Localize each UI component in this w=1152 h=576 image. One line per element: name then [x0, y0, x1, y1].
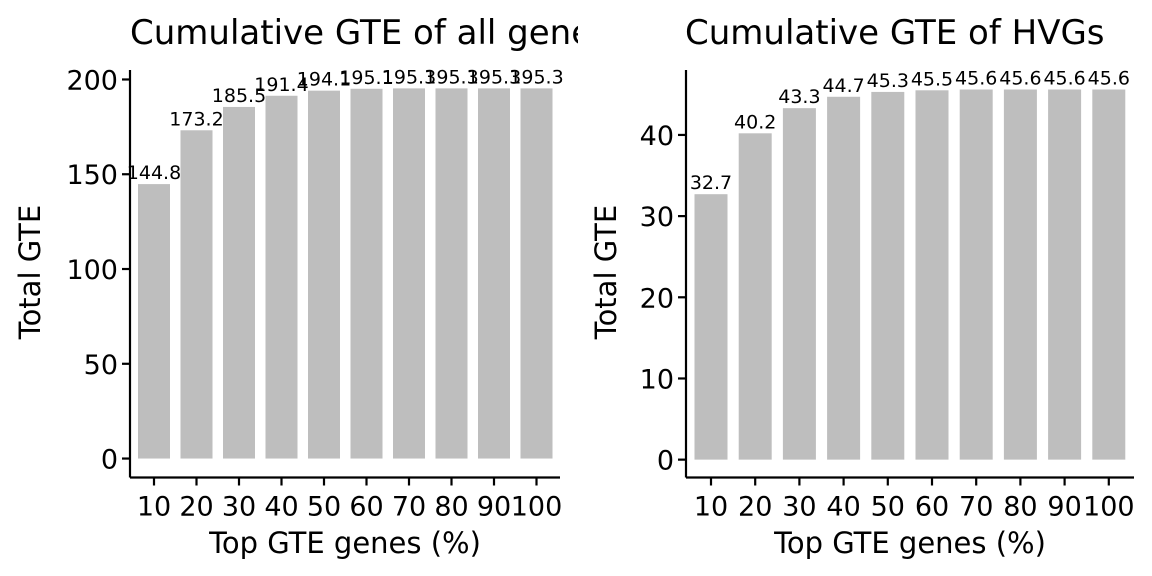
bar-right-60	[915, 90, 949, 460]
y-tick-label-right: 10	[640, 364, 674, 395]
x-tick-label-left: 50	[307, 492, 341, 523]
y-tick-label-left: 50	[84, 350, 118, 381]
data-label-left: 195.3	[509, 66, 563, 88]
x-tick-label-right: 50	[871, 492, 905, 523]
bar-left-100	[520, 88, 553, 459]
chart-title-left: Cumulative GTE of all genes	[130, 13, 610, 53]
bar-right-50	[871, 91, 905, 460]
data-label-left: 195.3	[467, 66, 521, 88]
bar-left-30	[223, 106, 255, 459]
bar-left-90	[478, 88, 510, 459]
data-label-right: 32.7	[690, 172, 732, 194]
data-label-left: 173.2	[169, 108, 223, 130]
y-axis-title-left: Total GTE	[13, 205, 47, 340]
chart-panel-left: Cumulative GTE of all genes 0 50 100 150 200…	[13, 13, 610, 560]
y-tick-label-left: 0	[101, 445, 118, 476]
bar-right-40	[827, 96, 861, 460]
bar-left-10	[138, 184, 170, 459]
data-label-left: 144.8	[127, 162, 181, 184]
x-tick-label-right: 40	[826, 492, 860, 523]
x-tick-label-right: 90	[1047, 492, 1081, 523]
data-label-left: 194.1	[297, 69, 351, 91]
x-axis-title-right: Top GTE genes (%)	[773, 526, 1046, 560]
data-label-right: 45.6	[955, 67, 997, 89]
chart-title-right: Cumulative GTE of HVGs	[685, 13, 1105, 53]
bar-right-70	[959, 89, 993, 460]
plot-area-left: 0 50 100 150 200 144.8 10 173.2 20 185.5 30 191.4 40…	[66, 65, 563, 522]
bar-left-40	[265, 95, 298, 459]
bar-left-80	[435, 88, 468, 459]
plot-area-right: 0 10 20 30 40 32.7 10 40.2 20 43.3 30 44.7 40 45.3 50 4…	[640, 67, 1135, 522]
bar-left-50	[308, 90, 340, 459]
x-tick-label-right: 30	[782, 492, 816, 523]
data-label-left: 195.3	[382, 66, 436, 88]
data-label-right: 45.6	[1088, 67, 1130, 89]
x-tick-label-right: 80	[1003, 492, 1037, 523]
data-label-right: 40.2	[734, 111, 776, 133]
data-label-right: 45.3	[867, 70, 909, 92]
x-axis-title-left: Top GTE genes (%)	[208, 526, 481, 560]
y-tick-label-left: 200	[66, 65, 118, 96]
data-label-right: 45.6	[999, 67, 1041, 89]
y-axis-title-right: Total GTE	[589, 205, 623, 340]
bar-left-20	[180, 130, 213, 459]
x-tick-label-right: 10	[694, 492, 728, 523]
x-tick-label-right: 60	[915, 492, 949, 523]
x-tick-label-left: 40	[264, 492, 298, 523]
x-tick-label-right: 70	[959, 492, 993, 523]
x-tick-label-left: 10	[137, 492, 171, 523]
bar-right-20	[738, 133, 772, 460]
bar-right-100	[1092, 89, 1126, 460]
bar-right-90	[1048, 89, 1082, 460]
x-tick-label-left: 100	[511, 492, 563, 523]
data-label-left: 195.3	[424, 66, 478, 88]
x-tick-label-left: 90	[477, 492, 511, 523]
y-tick-label-right: 20	[640, 283, 674, 314]
bar-left-60	[350, 88, 383, 459]
y-tick-label-right: 30	[640, 202, 674, 233]
x-tick-label-right: 100	[1083, 492, 1135, 523]
data-label-left: 185.5	[212, 85, 266, 107]
chart-panel-right: Cumulative GTE of HVGs 0 10 20 30 40 32.7 10 40…	[589, 13, 1135, 560]
y-tick-label-right: 40	[640, 121, 674, 152]
data-label-left: 195.1	[339, 67, 393, 89]
y-tick-label-left: 100	[66, 255, 118, 286]
bar-right-30	[782, 108, 816, 460]
data-label-right: 43.3	[778, 86, 820, 108]
bar-right-10	[694, 194, 728, 460]
bar-left-70	[393, 88, 425, 459]
data-label-right: 44.7	[822, 75, 864, 97]
y-tick-label-left: 150	[66, 160, 118, 191]
data-label-left: 191.4	[254, 74, 308, 96]
x-tick-label-left: 30	[222, 492, 256, 523]
bar-right-80	[1003, 89, 1037, 460]
x-tick-label-right: 20	[738, 492, 772, 523]
y-tick-label-right: 0	[657, 446, 674, 477]
x-tick-label-left: 80	[434, 492, 468, 523]
x-tick-label-left: 20	[179, 492, 213, 523]
x-tick-label-left: 60	[349, 492, 383, 523]
x-tick-label-left: 70	[392, 492, 426, 523]
data-label-right: 45.5	[911, 68, 953, 90]
data-label-right: 45.6	[1043, 67, 1085, 89]
